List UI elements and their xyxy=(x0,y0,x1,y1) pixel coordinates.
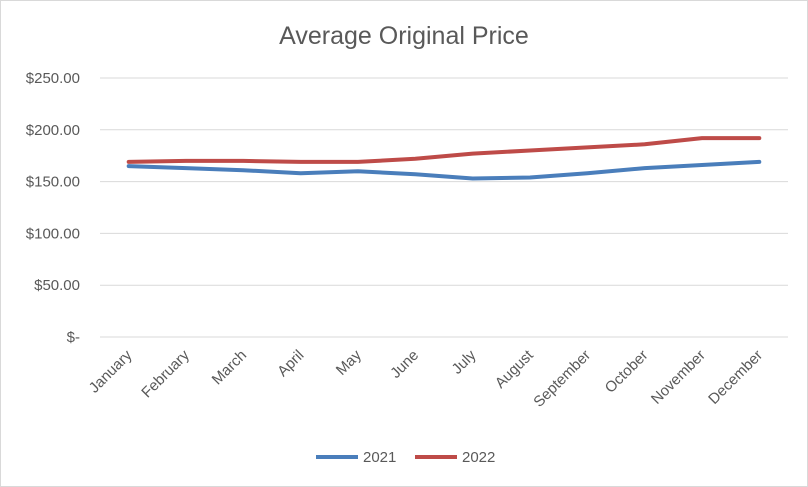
x-tick-label: October xyxy=(602,347,652,397)
y-tick-label: $250.00 xyxy=(26,70,80,87)
y-tick-label: $200.00 xyxy=(26,122,80,139)
x-tick-label: May xyxy=(333,346,365,378)
chart-title: Average Original Price xyxy=(279,22,529,50)
x-tick-label: January xyxy=(86,346,136,396)
x-tick-label: August xyxy=(492,346,538,392)
x-tick-label: April xyxy=(274,347,307,380)
series-line-2022 xyxy=(126,136,762,164)
x-tick-label: June xyxy=(387,347,422,382)
legend-label: 2021 xyxy=(363,449,396,466)
x-axis-ticks: January February March April May June July Augu… xyxy=(86,346,766,410)
y-tick-label: $50.00 xyxy=(34,277,80,294)
x-tick-label: July xyxy=(449,346,480,377)
x-tick-label: September xyxy=(530,347,594,411)
x-tick-label: March xyxy=(209,347,250,388)
x-tick-label: November xyxy=(648,347,709,408)
y-tick-label: $150.00 xyxy=(26,174,80,191)
y-tick-label: $- xyxy=(67,329,80,346)
gridlines xyxy=(100,77,788,338)
y-axis-ticks: $- $50.00 $100.00 $150.00 $200.00 $250.00 xyxy=(26,70,80,346)
legend-label: 2022 xyxy=(462,449,495,466)
y-tick-label: $100.00 xyxy=(26,225,80,242)
legend: 2021 2022 xyxy=(316,449,495,466)
x-tick-label: December xyxy=(705,347,766,408)
series-line-2021 xyxy=(126,159,762,181)
x-tick-label: February xyxy=(138,346,193,401)
series-lines xyxy=(126,136,762,181)
